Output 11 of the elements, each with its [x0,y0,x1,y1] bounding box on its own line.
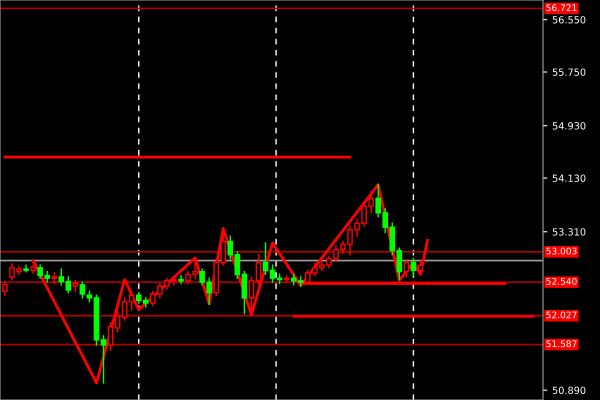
y-tick-label: 54.930 [552,122,586,130]
ref-line-label: 56.721 [546,4,576,12]
y-tick-label: 56.550 [552,16,586,24]
y-tick-label: 50.890 [552,386,586,394]
ref-line-label: 52.027 [546,312,577,318]
y-tick-label: 53.310 [552,228,586,236]
ref-line-label: 53.003 [546,248,577,254]
ref-line-label: 51.587 [546,340,577,348]
y-tick-label: 55.750 [552,68,586,76]
ref-line-label: 52.540 [546,278,577,285]
y-tick-label: 54.130 [552,174,586,182]
